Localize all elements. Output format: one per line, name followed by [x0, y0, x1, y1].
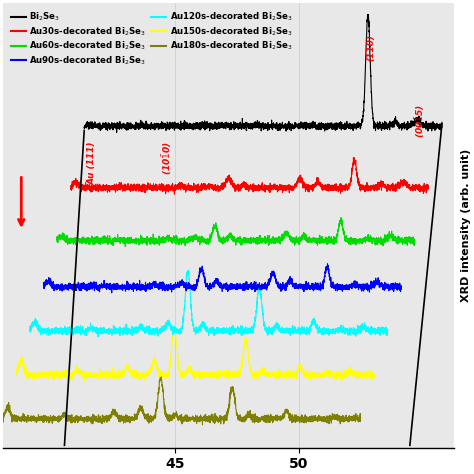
Text: Au (111): Au (111) — [87, 141, 96, 185]
Y-axis label: XRD intensity (arb. unit): XRD intensity (arb. unit) — [461, 148, 471, 302]
Text: (110): (110) — [366, 34, 375, 61]
Text: (10$\bar{1}$0): (10$\bar{1}$0) — [160, 141, 174, 175]
Legend: Bi$_2$Se$_3$, Au30s-decorated Bi$_2$Se$_3$, Au60s-decorated Bi$_2$Se$_3$, Au90s-: Bi$_2$Se$_3$, Au30s-decorated Bi$_2$Se$_… — [7, 7, 296, 71]
Text: (00$\bar{1}$5): (00$\bar{1}$5) — [413, 104, 427, 138]
